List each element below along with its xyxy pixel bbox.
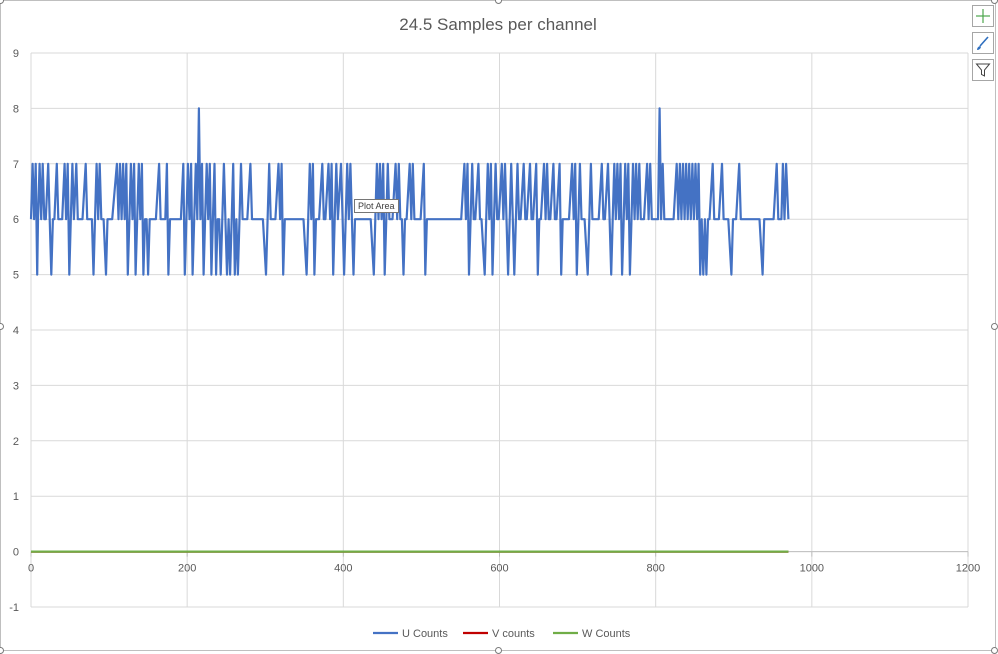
y-tick-label: 2 [13,436,19,448]
selection-handle-top-center[interactable] [495,0,502,4]
chart-elements-plus-icon [976,9,990,23]
x-tick-label: 400 [334,563,352,575]
selection-handle-middle-left[interactable] [0,323,4,330]
chart-elements-button[interactable] [972,5,994,27]
x-tick-label: 800 [646,563,664,575]
legend-entry-label[interactable]: U Counts [402,628,448,640]
x-tick-label: 1200 [956,563,980,575]
x-tick-label: 1000 [800,563,824,575]
y-tick-label: 5 [13,270,19,282]
y-tick-label: 6 [13,214,19,226]
legend-entry-label[interactable]: V counts [492,628,535,640]
y-tick-label: 3 [13,380,19,392]
legend[interactable]: U Counts V counts W Counts [373,628,631,640]
axis-labels-layer: -1 0 1 2 3 4 5 6 7 8 9 0 200 400 600 800 1000 1200 [9,48,980,614]
chart-filters-funnel-icon [975,63,991,77]
chart-styles-brush-icon [977,36,989,50]
legend-entry-label[interactable]: W Counts [582,628,631,640]
y-tick-label: 0 [13,547,19,559]
x-tick-label: 0 [28,563,34,575]
selection-handle-middle-right[interactable] [991,323,998,330]
chart-styles-button[interactable] [972,32,994,54]
y-tick-label: 9 [13,48,19,60]
series-line-u-counts[interactable] [29,107,790,276]
chart-title[interactable]: 24.5 Samples per channel [399,15,597,34]
y-tick-label: 7 [13,159,19,171]
chart-filters-button[interactable] [972,59,994,81]
y-tick-label: 4 [13,325,19,337]
x-tick-label: 600 [490,563,508,575]
y-tick-label: 1 [13,491,19,503]
selection-handle-top-left[interactable] [0,0,4,4]
plot-area[interactable] [29,107,790,553]
x-tick-label: 200 [178,563,196,575]
plot-area-tooltip: Plot Area [354,199,399,213]
y-tick-label: 8 [13,103,19,115]
grid-layer [30,52,969,608]
y-tick-label: -1 [9,602,19,614]
